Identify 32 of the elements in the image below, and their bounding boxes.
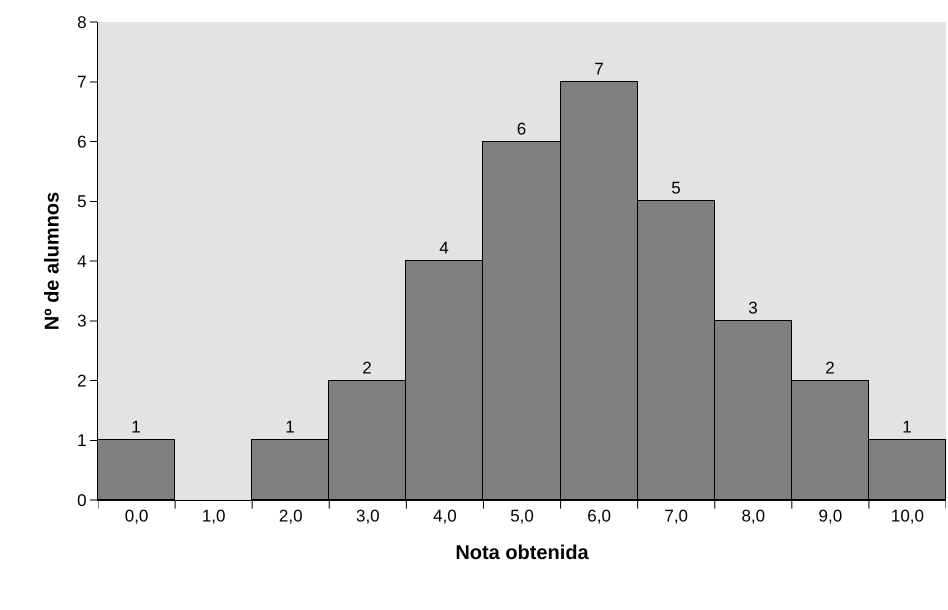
y-tick-label: 3 <box>77 312 87 331</box>
data-label: 6 <box>516 120 526 138</box>
x-tick-label: 2,0 <box>278 506 303 526</box>
y-tick-label: 1 <box>77 431 87 450</box>
data-label: 1 <box>285 418 295 436</box>
data-label: 2 <box>825 358 835 378</box>
x-tick-label: 9,0 <box>818 506 842 526</box>
x-tick-label: 5,0 <box>510 506 534 526</box>
data-label: 1 <box>131 418 141 436</box>
y-tick-label: 8 <box>77 12 87 32</box>
y-tick-label: 7 <box>77 72 87 92</box>
x-tick-label: 1,0 <box>202 506 226 526</box>
data-label: 7 <box>594 60 604 78</box>
y-tick-label: 0 <box>77 490 87 510</box>
y-tick-label: 6 <box>77 132 87 152</box>
data-label: 3 <box>748 298 758 318</box>
x-axis-title: Nota obtenida <box>455 542 590 564</box>
y-axis-title: Nº de alumnos <box>42 192 64 330</box>
data-label: 5 <box>671 178 681 198</box>
x-tick-label: 6,0 <box>587 506 611 526</box>
y-tick-label: 2 <box>77 371 87 390</box>
y-tick-label: 4 <box>77 252 87 271</box>
x-tick-label: 7,0 <box>664 506 688 526</box>
x-tick-label: 0,0 <box>124 506 148 526</box>
data-label: 4 <box>439 238 449 258</box>
x-tick-label: 4,0 <box>433 506 457 526</box>
x-tick-label: 3,0 <box>356 506 380 526</box>
x-tick-label: 8,0 <box>741 506 766 526</box>
data-label: 2 <box>362 358 372 378</box>
x-tick-label: 10,0 <box>890 506 924 526</box>
data-label: 1 <box>902 418 912 436</box>
y-tick-label: 5 <box>77 192 87 212</box>
